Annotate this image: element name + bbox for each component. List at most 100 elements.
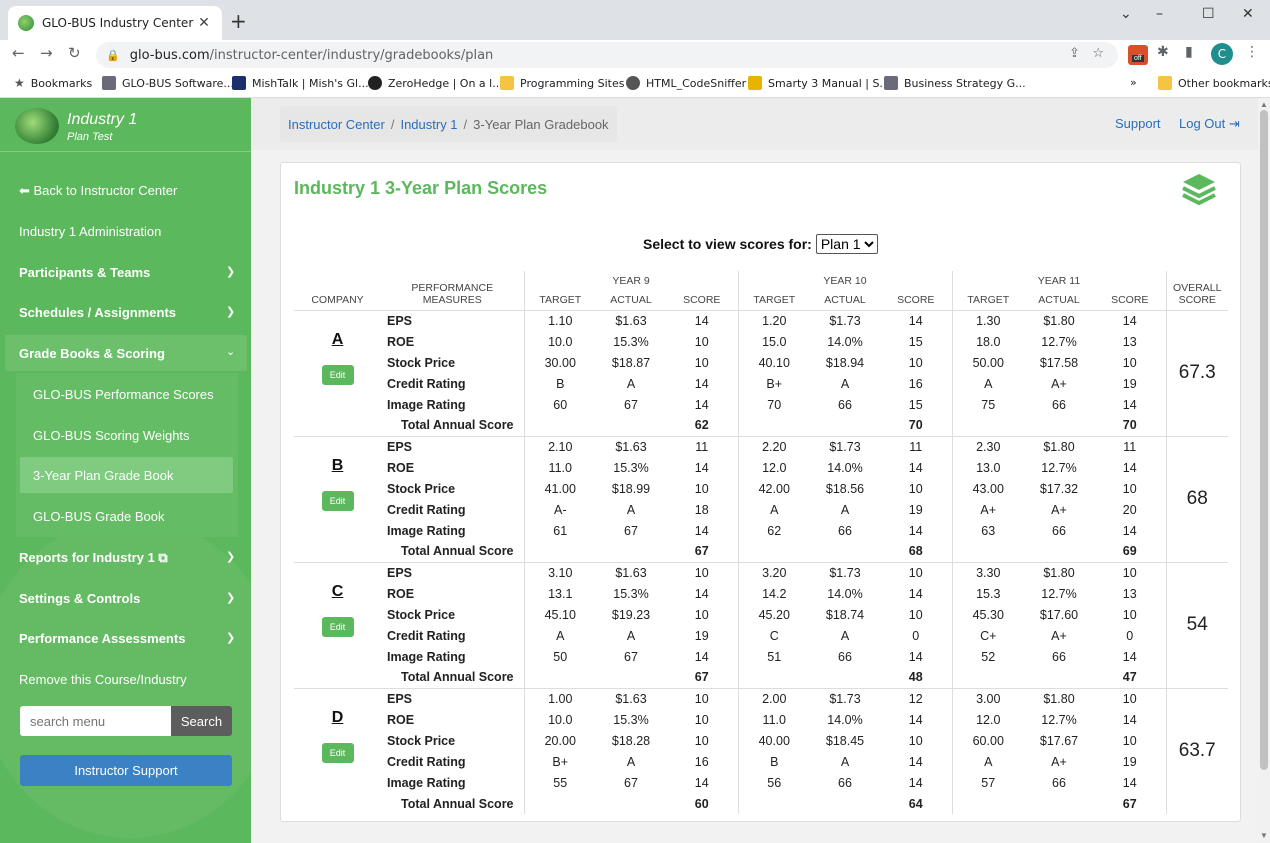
sidebar-item-remove-course[interactable]: Remove this Course/Industry [19, 672, 187, 687]
mt-icon [232, 76, 246, 90]
chevron-right-icon: ❯ [226, 266, 236, 278]
address-bar[interactable]: 🔒 glo-bus.com/instructor-center/industry… [96, 42, 1118, 68]
sidebar-subitem-gradebook[interactable]: GLO-BUS Grade Book [33, 509, 165, 524]
url-host: glo-bus.com [129, 47, 210, 63]
target-cell: 3.10 [523, 561, 596, 583]
company-name-link[interactable]: D [331, 708, 344, 726]
empty-cell [951, 415, 1024, 436]
back-to-instructor-center-link[interactable]: ⬅ Back to Instructor Center [19, 183, 177, 199]
layers-icon[interactable] [1181, 172, 1217, 206]
actual-cell: A+ [1051, 628, 1067, 643]
table-row: Total Annual Score 62 70 70 [294, 415, 1228, 436]
company-name-link[interactable]: C [331, 582, 344, 600]
logout-link[interactable]: Log Out ⇥ [1179, 116, 1240, 132]
breadcrumb-industry[interactable]: Industry 1 [400, 116, 458, 132]
page-scrollbar[interactable]: ▲ ▼ [1258, 98, 1270, 843]
target-cell: 43.00 [951, 478, 1024, 499]
sidebar-item-assessments[interactable]: Performance Assessments [19, 631, 186, 646]
bookmark-item[interactable]: Other bookmarks [1158, 76, 1270, 90]
target-cell: 15.0 [737, 331, 810, 352]
chevron-down-icon[interactable]: ⌄ [1120, 6, 1132, 22]
actual-cell: $1.73 [810, 435, 880, 457]
close-window-icon[interactable]: ✕ [1242, 6, 1254, 22]
bookmark-item[interactable]: MishTalk | Mish's Gl... [232, 76, 369, 90]
bookmark-item[interactable]: GLO-BUS Software... [102, 76, 234, 90]
target-cell: 40.00 [737, 730, 810, 751]
sidebar-active-highlight [20, 457, 233, 493]
edit-button[interactable]: Edit [321, 742, 354, 763]
empty-cell [737, 541, 810, 562]
bookmark-item[interactable]: Programming Sites [500, 76, 624, 90]
bookmarks-overflow[interactable]: » [1130, 76, 1137, 89]
new-tab-button[interactable]: + [230, 9, 247, 33]
sidebar-item-administration[interactable]: Industry 1 Administration [19, 224, 162, 239]
score-cell: 14 [908, 523, 923, 538]
target-cell: 61 [523, 520, 596, 541]
sidebar-item-gradebooks-highlight [5, 335, 247, 371]
edit-button[interactable]: Edit [321, 490, 354, 511]
main-content: Instructor Center / Industry 1 / 3-Year … [251, 98, 1258, 843]
breadcrumb-separator: / [390, 116, 395, 132]
bookmark-item[interactable]: Business Strategy G... [884, 76, 1026, 90]
maximize-icon[interactable]: ☐ [1202, 6, 1215, 22]
plan-select[interactable]: Plan 1 [815, 234, 878, 254]
bookmark-item[interactable]: ZeroHedge | On a l... [368, 76, 503, 90]
sidebar-subitem-scoring-weights[interactable]: GLO-BUS Scoring Weights [33, 428, 190, 443]
edit-button[interactable]: Edit [321, 364, 354, 385]
profile-avatar[interactable]: C [1211, 43, 1233, 65]
actual-header: ACTUAL [1038, 293, 1080, 306]
browser-tab[interactable]: GLO-BUS Industry Center ✕ [8, 6, 222, 40]
actual-cell: $1.80 [1024, 309, 1094, 331]
company-name-link[interactable]: B [331, 456, 344, 474]
instructor-support-button[interactable]: Instructor Support [20, 755, 232, 786]
score-header: SCORE [683, 293, 721, 306]
measure-label: ROE [387, 712, 415, 727]
measure-label: Stock Price [387, 481, 456, 496]
sidebar-item-settings[interactable]: Settings & Controls [19, 591, 141, 606]
bookmark-item[interactable]: HTML_CodeSniffer [626, 76, 746, 90]
bookmark-item[interactable]: ★ Bookmarks [14, 76, 92, 90]
sidebar-item-participants[interactable]: Participants & Teams [19, 265, 151, 280]
actual-cell: 66 [838, 775, 852, 790]
annual-total-cell: 67 [1122, 796, 1137, 811]
target-cell: 1.00 [523, 687, 596, 709]
back-arrow-icon[interactable]: ← [12, 44, 25, 62]
overall-header: OVERALL SCORE [1165, 271, 1228, 310]
scrollbar-thumb[interactable] [1260, 110, 1268, 770]
empty-cell [523, 667, 596, 688]
search-button[interactable]: Search [171, 706, 232, 736]
kebab-menu-icon[interactable]: ⋮ [1245, 44, 1259, 60]
tab-close-icon[interactable]: ✕ [198, 15, 210, 31]
breadcrumb-current: 3-Year Plan Gradebook [473, 116, 609, 132]
target-cell: 56 [737, 772, 810, 793]
edit-button[interactable]: Edit [321, 616, 354, 637]
actual-cell: $1.80 [1024, 561, 1094, 583]
side-panel-icon[interactable]: ▮ [1185, 44, 1193, 60]
share-star-icons[interactable]: ⇪ ☆ [1069, 46, 1104, 61]
sidebar-item-gradebooks[interactable]: Grade Books & Scoring [19, 346, 165, 361]
sidebar: Industry 1 Plan Test ⬅ Back to Instructo… [0, 98, 251, 843]
sidebar-subitem-3year-plan[interactable]: 3-Year Plan Grade Book [33, 468, 174, 483]
actual-cell: 67 [624, 397, 638, 412]
breadcrumb-instructor-center[interactable]: Instructor Center [288, 116, 385, 132]
sidebar-item-reports[interactable]: Reports for Industry 1 ⧉ [19, 550, 168, 566]
company-name-link[interactable]: A [331, 330, 344, 348]
empty-cell [737, 793, 810, 814]
sidebar-item-schedules[interactable]: Schedules / Assignments [19, 305, 177, 320]
actual-cell: 14.0% [827, 712, 863, 727]
measure-label: Stock Price [387, 607, 456, 622]
scroll-up-icon[interactable]: ▲ [1260, 100, 1268, 109]
search-menu-input[interactable] [20, 706, 171, 736]
total-label: Total Annual Score [401, 796, 514, 811]
bookmark-item[interactable]: Smarty 3 Manual | S... [748, 76, 890, 90]
reload-icon[interactable]: ↻ [68, 44, 81, 62]
score-cell: 16 [694, 754, 709, 769]
scroll-down-icon[interactable]: ▼ [1260, 831, 1268, 840]
forward-arrow-icon[interactable]: → [40, 44, 53, 62]
actual-cell: 12.7% [1041, 586, 1077, 601]
puzzle-extensions-icon[interactable]: ✱ [1157, 44, 1169, 60]
sidebar-subitem-performance-scores[interactable]: GLO-BUS Performance Scores [33, 387, 214, 402]
target-cell: B [737, 751, 810, 772]
support-link[interactable]: Support [1115, 116, 1161, 131]
minimize-icon[interactable]: – [1156, 6, 1163, 22]
